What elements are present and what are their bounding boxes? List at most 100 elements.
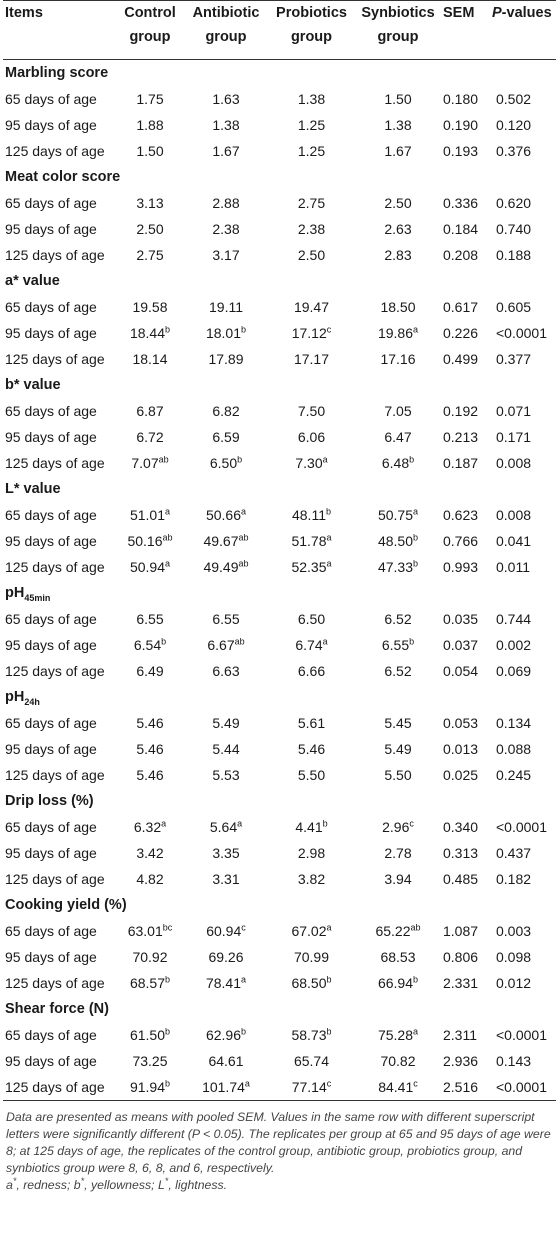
table-row: 125 days of age 5.46 5.53 5.50 5.50 0.025 0.24… — [3, 762, 556, 788]
cell-value: 2.38 — [297, 221, 326, 237]
significance-letter: b — [325, 506, 331, 517]
cell-value: 5.44 — [212, 741, 240, 757]
cell-value: 6.49 — [136, 663, 164, 679]
group-row: Drip loss (%) — [3, 788, 556, 814]
cell-value: 6.52 — [384, 611, 412, 627]
table-row: 95 days of age 1.88 1.38 1.25 1.38 0.190 0.120 — [3, 112, 556, 138]
cell-value: 5.49 — [384, 741, 412, 757]
group-title: a* value — [5, 273, 60, 289]
significance-letter: a — [326, 558, 332, 569]
cell-pvalue: 0.245 — [496, 767, 532, 783]
significance-letter: b — [161, 636, 167, 647]
cell-sem: 0.313 — [443, 845, 479, 861]
cell-value: 6.48b — [381, 454, 415, 471]
cell-value: 6.72 — [136, 429, 164, 445]
cell-value: 1.67 — [212, 143, 240, 159]
cell-value: 68.57b — [129, 974, 171, 991]
cell-value: 7.30a — [295, 454, 328, 471]
cell-sem: 0.190 — [443, 117, 479, 133]
group-row: L* value — [3, 476, 556, 502]
cell-value: 50.94a — [129, 558, 171, 575]
row-label: 125 days of age — [5, 247, 105, 263]
cell-sem: 1.087 — [443, 923, 479, 939]
row-label: 125 days of age — [5, 559, 105, 575]
row-label: 95 days of age — [5, 741, 97, 757]
cell-value: 67.02a — [291, 922, 332, 939]
row-label: 65 days of age — [5, 715, 97, 731]
row-label: 65 days of age — [5, 819, 97, 835]
cell-value: 19.11 — [209, 299, 243, 315]
cell-value: 19.47 — [293, 299, 330, 315]
row-label: 65 days of age — [5, 923, 97, 939]
cell-sem: 0.766 — [443, 533, 479, 549]
group-title: Cooking yield (%) — [5, 897, 127, 913]
cell-value: 49.49ab — [203, 558, 249, 575]
table-row: 125 days of age 1.50 1.67 1.25 1.67 0.193 0.37… — [3, 138, 556, 164]
cell-sem: 0.187 — [443, 455, 479, 471]
cell-sem: 0.993 — [443, 559, 479, 575]
row-label: 95 days of age — [5, 117, 97, 133]
cell-value: 6.50 — [297, 611, 326, 627]
cell-value: 5.46 — [297, 741, 326, 757]
cell-value: 18.14 — [132, 351, 168, 367]
cell-pvalue: 0.740 — [496, 221, 532, 237]
cell-sem: 0.035 — [443, 611, 479, 627]
cell-pvalue: <0.0001 — [496, 325, 547, 341]
significance-letter: b — [413, 532, 419, 543]
significance-letter: a — [165, 558, 171, 569]
header-antibiotic: Antibiotic group — [192, 5, 260, 45]
header-sem: SEM — [443, 5, 475, 21]
cell-value: 2.78 — [384, 845, 412, 861]
cell-value: 2.88 — [212, 195, 240, 211]
cell-value: 2.75 — [136, 247, 164, 263]
cell-value: 6.50b — [209, 454, 243, 471]
cell-value: 3.82 — [297, 871, 326, 887]
cell-value: 5.46 — [136, 741, 164, 757]
cell-value: 5.46 — [136, 715, 164, 731]
cell-pvalue: <0.0001 — [496, 1027, 547, 1043]
cell-value: 2.50 — [136, 221, 164, 237]
cell-pvalue: 0.376 — [496, 143, 532, 159]
significance-letter: a — [322, 454, 328, 465]
cell-value: 101.74a — [184, 1074, 268, 1101]
table-row: 95 days of age 2.50 2.38 2.38 2.63 0.184 0.740 — [3, 216, 556, 242]
cell-sem: 2.516 — [441, 1074, 490, 1101]
cell-sem: 0.336 — [443, 195, 479, 211]
cell-value: 1.50 — [136, 143, 164, 159]
cell-value: 6.63 — [212, 663, 240, 679]
cell-sem: 0.806 — [443, 949, 479, 965]
significance-letter: bc — [162, 922, 173, 933]
cell-value: 17.89 — [208, 351, 244, 367]
cell-pvalue: 0.003 — [496, 923, 532, 939]
header-probiotics: Probiotics group — [276, 5, 347, 45]
footnote-b-text: , yellowness; — [84, 1178, 158, 1192]
cell-value: 48.50b — [377, 532, 419, 549]
cell-sem: 0.037 — [443, 637, 479, 653]
significance-letter: b — [322, 818, 328, 829]
table-row: 125 days of age 4.82 3.31 3.82 3.94 0.485 0.18… — [3, 866, 556, 892]
cell-value: 58.73b — [291, 1026, 332, 1043]
cell-value: 7.05 — [384, 403, 412, 419]
cell-value: 6.66 — [297, 663, 326, 679]
significance-letter: a — [237, 818, 243, 829]
cell-value: 3.17 — [212, 247, 240, 263]
cell-sem: 0.193 — [443, 143, 479, 159]
cell-sem: 0.180 — [443, 91, 479, 107]
row-label: 95 days of age — [5, 221, 97, 237]
significance-letter: b — [241, 1026, 247, 1037]
header-synbiotics: Synbiotics group — [361, 5, 435, 45]
cell-value: 1.25 — [297, 117, 326, 133]
significance-letter: ab — [238, 532, 249, 543]
group-row: Cooking yield (%) — [3, 892, 556, 918]
significance-letter: b — [413, 558, 419, 569]
meat-quality-table: Items Control group Antibiotic group Probi… — [3, 0, 556, 1101]
cell-value: 19.58 — [132, 299, 168, 315]
cell-pvalue: 0.143 — [496, 1053, 532, 1069]
cell-pvalue: 0.041 — [496, 533, 532, 549]
cell-sem: 0.054 — [443, 663, 479, 679]
cell-value: 91.94b — [116, 1074, 184, 1101]
header-control: Control group — [124, 5, 176, 45]
cell-pvalue: <0.0001 — [496, 819, 547, 835]
cell-value: 73.25 — [132, 1053, 168, 1069]
significance-letter: b — [165, 974, 171, 985]
